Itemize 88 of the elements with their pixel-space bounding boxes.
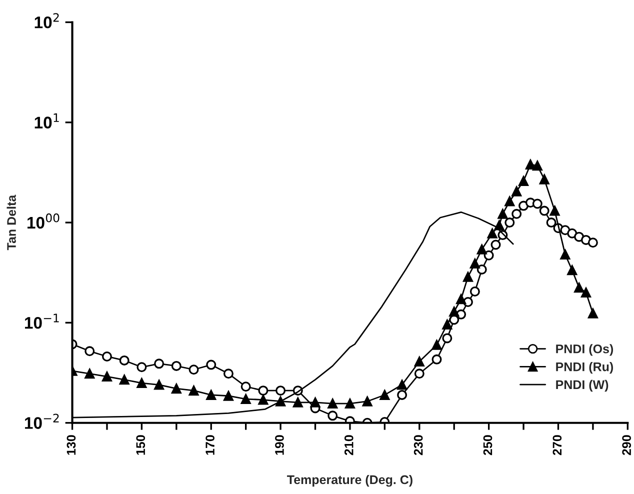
point <box>532 198 542 209</box>
point <box>574 282 584 293</box>
point <box>449 306 460 317</box>
point <box>380 390 390 400</box>
point <box>102 351 112 362</box>
point <box>84 346 95 356</box>
point <box>276 396 286 406</box>
point <box>258 386 268 396</box>
point <box>539 206 550 216</box>
point <box>119 374 130 385</box>
point <box>397 390 408 400</box>
point <box>487 228 498 238</box>
point <box>498 208 508 219</box>
point <box>188 364 199 375</box>
point <box>432 340 442 350</box>
point <box>240 394 251 404</box>
point <box>240 382 251 392</box>
point <box>512 186 522 196</box>
point <box>310 397 320 408</box>
point <box>476 244 487 254</box>
point <box>560 249 570 260</box>
point <box>588 308 598 318</box>
y-tick-label: 10$^{1}$ <box>34 113 59 128</box>
y-tick-label: 10$^{−2}$ <box>25 414 59 429</box>
point <box>154 358 164 369</box>
point <box>539 174 550 184</box>
point <box>512 208 522 219</box>
point <box>119 355 130 366</box>
x-axis-title: Temperature (Deg. C) <box>287 474 412 487</box>
point <box>84 368 95 379</box>
x-tick-label: 190 <box>275 435 284 455</box>
point <box>490 240 501 250</box>
x-tick-label: 230 <box>414 435 423 456</box>
point <box>171 360 182 371</box>
point <box>292 397 303 408</box>
x-tick-label: 250 <box>483 435 492 456</box>
y-axis-title: Tan Delta <box>6 194 16 250</box>
point <box>171 384 182 394</box>
point <box>362 396 372 406</box>
y-tick-label: 10$^{−1}$ <box>25 314 59 329</box>
point <box>206 360 216 370</box>
y-tick-label: 10$^{2}$ <box>34 13 59 28</box>
point <box>223 390 234 401</box>
point <box>328 410 338 421</box>
legend-label: PNDI (W) <box>556 380 608 392</box>
point <box>550 206 560 216</box>
legend-label: PNDI (Ru) <box>556 362 613 374</box>
point <box>442 333 452 344</box>
point <box>432 354 442 364</box>
x-tick-label: 290 <box>622 435 632 456</box>
point <box>154 380 164 390</box>
point <box>397 380 408 390</box>
point <box>476 264 487 274</box>
point <box>328 398 338 409</box>
point <box>414 368 424 379</box>
point <box>102 372 112 382</box>
point <box>442 319 452 330</box>
point <box>525 159 536 170</box>
point <box>136 362 147 372</box>
x-tick-label: 130 <box>66 435 76 455</box>
point <box>276 386 286 396</box>
y-tick-label: 10$^{00}$ <box>28 213 60 229</box>
point <box>581 288 592 298</box>
point <box>504 196 515 206</box>
point <box>344 398 355 409</box>
point <box>588 238 598 248</box>
point <box>494 220 504 230</box>
point <box>546 218 556 228</box>
point <box>258 394 268 405</box>
legend-label: PNDI (Os) <box>556 344 614 356</box>
point <box>188 386 199 396</box>
point <box>206 390 216 400</box>
point <box>223 368 234 379</box>
point <box>470 286 480 296</box>
x-tick-label: 170 <box>206 435 214 455</box>
point <box>504 218 515 228</box>
point <box>136 378 147 388</box>
point <box>470 258 480 269</box>
x-tick-label: 270 <box>552 435 562 456</box>
point <box>414 356 424 366</box>
point <box>532 160 542 171</box>
x-tick-label: 150 <box>136 435 146 455</box>
x-tick-label: 210 <box>344 435 354 456</box>
point <box>462 272 473 282</box>
point <box>567 265 578 276</box>
point <box>456 294 466 304</box>
point <box>518 176 529 186</box>
point <box>484 250 494 260</box>
